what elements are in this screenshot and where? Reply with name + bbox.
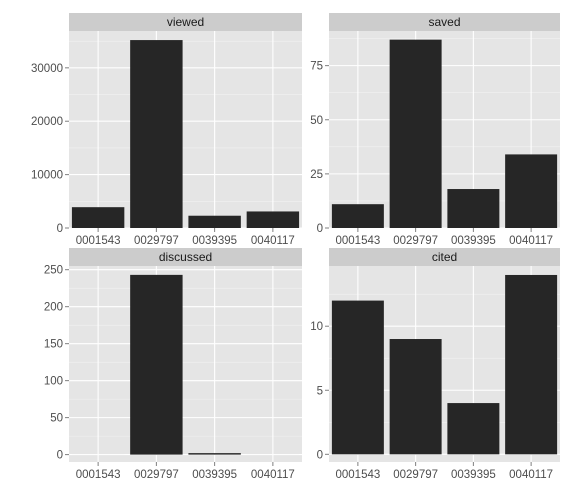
facet-strip	[69, 13, 302, 31]
facet-strip-label: viewed	[167, 15, 204, 29]
y-tick-label: 150	[44, 339, 63, 351]
x-tick-label: 0001543	[76, 235, 121, 247]
x-tick-label: 0029797	[393, 469, 438, 481]
facet-strip-label: cited	[432, 250, 457, 264]
plot-panel	[69, 31, 302, 228]
y-tick-label: 10000	[31, 170, 63, 182]
bar-cited-0040117	[505, 274, 558, 455]
y-tick-label: 0	[317, 449, 323, 461]
facet-strip-label: discussed	[159, 250, 212, 264]
facet-panel-cited: cited 0 5 10 0001543 0029797 0039395 0040117	[310, 248, 560, 481]
x-tick-label: 0001543	[76, 469, 121, 481]
facet-strip-label: saved	[428, 15, 460, 29]
y-tick-label: 10	[310, 321, 323, 333]
y-tick-label: 200	[44, 302, 63, 314]
y-tick-label: 50	[50, 413, 63, 425]
bar-discussed-0029797	[130, 274, 183, 455]
facet-panel-viewed: viewed 0 10000 20000 30000 0001543 0029797 0039…	[31, 13, 302, 247]
y-tick-label: 0	[57, 223, 63, 235]
x-tick-label: 0039395	[192, 235, 237, 247]
x-tick-label: 0039395	[451, 235, 496, 247]
x-tick-label: 0040117	[251, 235, 295, 247]
y-tick-label: 20000	[31, 116, 63, 128]
x-tick-label: 0040117	[509, 469, 553, 481]
bar-cited-0039395	[447, 403, 500, 455]
x-tick-label: 0029797	[134, 469, 179, 481]
y-tick-label: 5	[317, 385, 323, 397]
bar-saved-0029797	[389, 39, 442, 229]
bar-saved-0001543	[331, 204, 384, 228]
bar-saved-0040117	[505, 154, 558, 228]
facet-panel-discussed: discussed 0 50 100 150 200 250 0001543 0029797 00…	[44, 248, 302, 481]
x-tick-label: 0039395	[451, 469, 496, 481]
bar-viewed-0040117	[246, 211, 300, 228]
y-tick-label: 30000	[31, 63, 63, 75]
bar-viewed-0039395	[188, 215, 241, 228]
y-tick-label: 250	[44, 265, 63, 277]
x-tick-label: 0040117	[509, 235, 553, 247]
x-tick-label: 0040117	[251, 469, 295, 481]
bar-viewed-0029797	[130, 40, 183, 228]
x-tick-label: 0029797	[134, 235, 179, 247]
y-tick-label: 75	[310, 61, 323, 73]
bar-discussed-0039395	[188, 453, 241, 455]
y-tick-label: 25	[310, 169, 323, 181]
x-tick-label: 0029797	[393, 235, 438, 247]
y-tick-label: 0	[317, 223, 323, 235]
facet-panel-saved: saved 0 25 50 75 0001543 0029797 0039395 0040117	[310, 13, 560, 247]
bar-cited-0029797	[389, 339, 442, 455]
y-tick-label: 50	[310, 115, 323, 127]
plot-panel	[69, 266, 302, 462]
x-tick-label: 0039395	[192, 469, 237, 481]
bar-viewed-0001543	[71, 207, 125, 228]
x-tick-label: 0001543	[335, 235, 380, 247]
facet-strip	[329, 13, 560, 31]
y-tick-label: 0	[57, 450, 63, 462]
bar-saved-0039395	[447, 189, 500, 228]
y-tick-label: 100	[44, 376, 63, 388]
x-tick-label: 0001543	[335, 469, 380, 481]
bar-cited-0001543	[331, 300, 384, 455]
facet-strip	[69, 248, 302, 266]
facet-strip	[329, 248, 560, 266]
